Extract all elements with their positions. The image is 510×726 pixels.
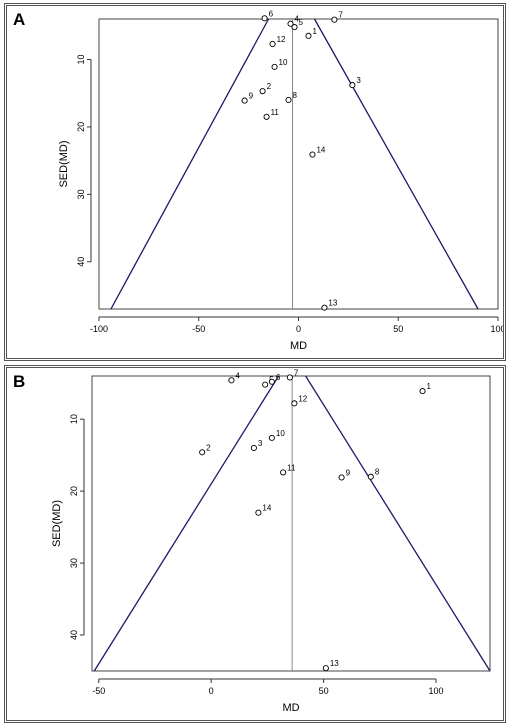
y-tick-label: 40 bbox=[76, 257, 86, 267]
study-point bbox=[305, 32, 312, 39]
study-point bbox=[269, 40, 276, 48]
study-point bbox=[271, 63, 278, 70]
x-tick-label: -50 bbox=[92, 686, 105, 696]
study-point bbox=[419, 388, 426, 395]
study-point bbox=[228, 377, 235, 384]
study-point bbox=[259, 88, 266, 95]
study-point bbox=[285, 96, 292, 103]
plot-frame bbox=[91, 375, 491, 672]
funnel-line bbox=[313, 18, 479, 310]
study-point-label: 5 bbox=[299, 18, 304, 27]
study-point bbox=[349, 82, 356, 89]
study-point bbox=[322, 665, 329, 672]
study-point-label: 1 bbox=[312, 27, 317, 36]
funnel-plot-panel-b: B -50050100MD10203040SED(MD)123456789101… bbox=[4, 365, 506, 723]
study-point-label: 3 bbox=[356, 76, 361, 85]
study-point-label: 6 bbox=[269, 9, 274, 18]
y-axis-title: SED(MD) bbox=[58, 140, 70, 187]
study-point-label: 1 bbox=[427, 382, 432, 391]
y-tick-label: 10 bbox=[69, 414, 79, 424]
study-point-label: 7 bbox=[338, 11, 343, 20]
x-tick-label: 50 bbox=[319, 686, 329, 696]
study-point-label: 8 bbox=[375, 468, 380, 477]
x-axis-title: MD bbox=[282, 702, 299, 714]
x-tick-label: 100 bbox=[429, 686, 444, 696]
study-point-label: 4 bbox=[295, 15, 300, 24]
study-point-label: 10 bbox=[279, 58, 288, 67]
study-point-label: 8 bbox=[293, 91, 298, 100]
study-point-label: 12 bbox=[298, 394, 307, 403]
study-point bbox=[287, 20, 294, 27]
y-tick-label: 10 bbox=[76, 54, 86, 64]
plot-frame bbox=[98, 18, 499, 310]
study-point-label: 10 bbox=[276, 429, 285, 438]
x-tick-label: 50 bbox=[393, 324, 403, 334]
study-point bbox=[291, 400, 298, 407]
study-point-label: 6 bbox=[276, 373, 281, 382]
study-point-label: 14 bbox=[316, 146, 325, 155]
x-tick-label: -100 bbox=[90, 324, 108, 334]
study-point bbox=[255, 509, 262, 516]
study-point-label: 11 bbox=[287, 463, 296, 472]
study-point bbox=[309, 151, 316, 158]
x-tick-label: -50 bbox=[192, 324, 205, 334]
y-tick-label: 30 bbox=[76, 189, 86, 199]
x-axis-title: MD bbox=[290, 340, 307, 352]
x-tick-label: 100 bbox=[490, 324, 503, 334]
study-point bbox=[367, 473, 374, 480]
study-point-label: 4 bbox=[235, 371, 240, 380]
study-point bbox=[199, 449, 206, 456]
x-tick-label: 0 bbox=[209, 686, 214, 696]
study-point bbox=[263, 113, 270, 120]
study-point bbox=[338, 474, 345, 481]
y-axis-title: SED(MD) bbox=[51, 500, 63, 547]
study-point bbox=[280, 469, 287, 476]
panel-label: B bbox=[13, 372, 26, 391]
study-point-label: 3 bbox=[258, 439, 263, 448]
funnel-line bbox=[93, 375, 280, 672]
study-point bbox=[291, 24, 298, 31]
study-point-label: 13 bbox=[330, 659, 339, 668]
study-point-label: 2 bbox=[267, 82, 272, 91]
x-tick-label: 0 bbox=[296, 324, 301, 334]
study-point bbox=[250, 444, 257, 452]
funnel-plot-b: -50050100MD10203040SED(MD)12345678910111… bbox=[51, 368, 491, 714]
study-point bbox=[268, 434, 275, 441]
y-tick-label: 30 bbox=[69, 558, 79, 568]
y-tick-label: 20 bbox=[76, 122, 86, 132]
funnel-line bbox=[305, 375, 491, 672]
study-point bbox=[261, 15, 268, 22]
study-point-label: 9 bbox=[249, 92, 254, 101]
study-point bbox=[268, 378, 275, 385]
study-point-label: 12 bbox=[277, 35, 286, 44]
study-point-label: 9 bbox=[346, 468, 351, 477]
study-point bbox=[321, 304, 328, 311]
study-point bbox=[262, 381, 269, 388]
funnel-plot-panel-a: A -100-50050100MD10203040SED(MD)12345678… bbox=[4, 3, 506, 361]
study-point-label: 11 bbox=[271, 108, 280, 117]
y-tick-label: 20 bbox=[69, 486, 79, 496]
study-point-label: 13 bbox=[328, 299, 337, 308]
panel-label: A bbox=[13, 10, 26, 29]
study-point bbox=[286, 374, 293, 381]
study-point bbox=[241, 97, 248, 104]
funnel-plot-a: -100-50050100MD10203040SED(MD)1234567891… bbox=[58, 9, 503, 352]
funnel-line bbox=[110, 18, 270, 310]
study-point bbox=[331, 16, 338, 23]
study-point-label: 2 bbox=[206, 443, 211, 452]
study-point-label: 7 bbox=[294, 368, 299, 377]
study-point-label: 14 bbox=[262, 504, 271, 513]
y-tick-label: 40 bbox=[69, 630, 79, 640]
